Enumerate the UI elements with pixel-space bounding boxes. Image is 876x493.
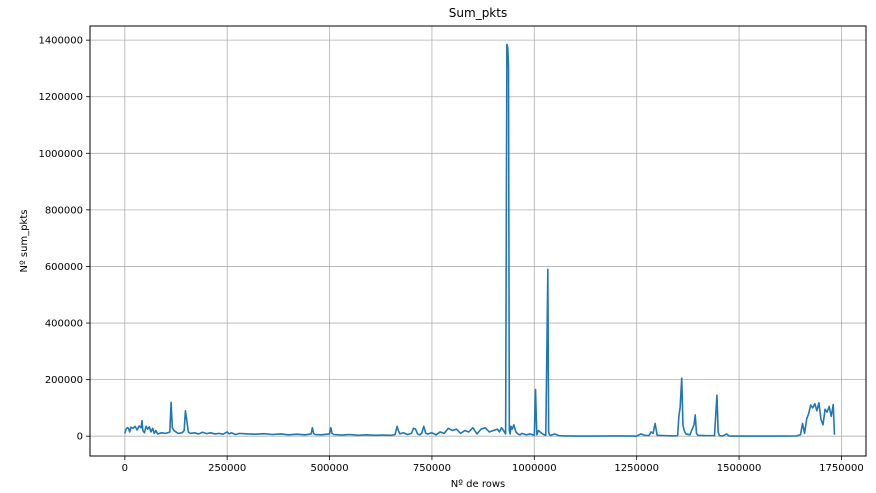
y-tick-label: 1000000 bbox=[38, 149, 83, 160]
x-tick-label: 250000 bbox=[208, 463, 246, 474]
x-tick-label: 1750000 bbox=[819, 463, 864, 474]
plot-frame bbox=[89, 25, 867, 457]
x-axis-label: Nº de rows bbox=[451, 479, 505, 490]
series-line bbox=[124, 43, 836, 437]
x-tick-label: 500000 bbox=[310, 463, 348, 474]
y-tick-label: 600000 bbox=[45, 262, 83, 273]
y-tick-label: 800000 bbox=[45, 205, 83, 216]
x-axis: 0 250000 500000 750000 1000000 1250000 1500000… bbox=[122, 456, 864, 474]
y-axis: 0 200000 400000 600000 800000 1000000 1200000 1… bbox=[38, 36, 90, 443]
y-tick-label: 0 bbox=[77, 432, 83, 443]
x-tick-label: 1000000 bbox=[512, 463, 557, 474]
x-tick-label: 0 bbox=[122, 463, 128, 474]
x-tick-label: 1250000 bbox=[614, 463, 659, 474]
y-tick-label: 1200000 bbox=[38, 92, 83, 103]
chart-title: Sum_pkts bbox=[449, 6, 507, 20]
series-layer bbox=[124, 43, 836, 437]
x-tick-label: 750000 bbox=[413, 463, 451, 474]
y-tick-label: 400000 bbox=[45, 319, 83, 330]
y-tick-label: 1400000 bbox=[38, 36, 83, 47]
y-axis-label: Nº sum_pkts bbox=[19, 210, 30, 273]
grid bbox=[90, 26, 866, 456]
x-tick-label: 1500000 bbox=[717, 463, 762, 474]
y-tick-label: 200000 bbox=[45, 375, 83, 386]
